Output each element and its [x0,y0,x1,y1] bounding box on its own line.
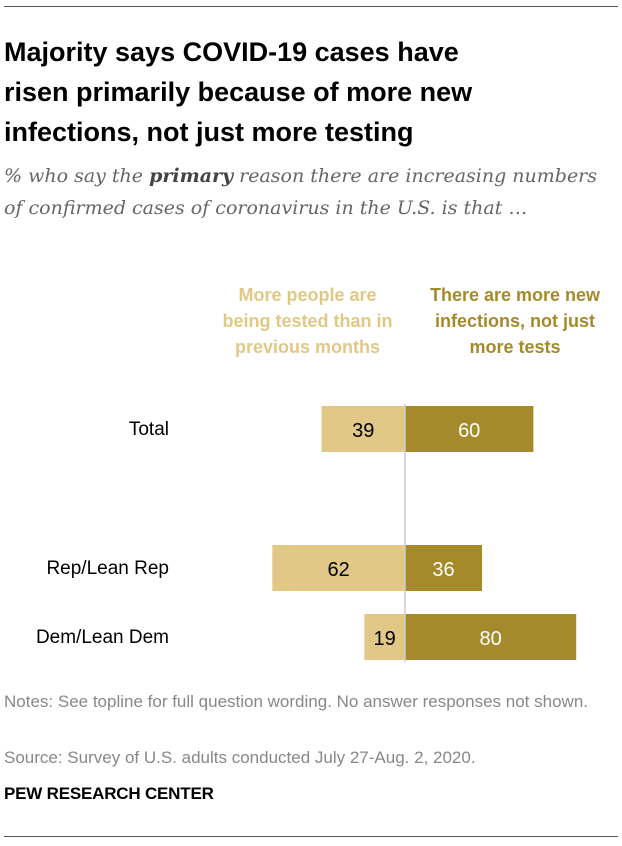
subtitle-emphasis: primary [149,165,234,187]
bar-tested-total [321,406,405,452]
category-label-total: Total [129,419,169,440]
legend-series-tested: More people are being tested than in pre… [222,285,393,357]
publisher-credit: PEW RESEARCH CENTER [4,784,214,803]
value-label-infections-rep-lean-rep: 36 [432,559,454,581]
title-line-1: Majority says COVID-19 cases have [4,37,459,67]
value-label-tested-dem-lean-dem: 19 [374,628,396,650]
bar-tested-dem-lean-dem [364,614,405,660]
chart-source: Source: Survey of U.S. adults conducted … [4,748,476,767]
top-rule [4,6,618,7]
value-label-infections-total: 60 [458,420,480,442]
legend-series-infections: There are more new infections, not just … [429,285,601,357]
value-label-tested-rep-lean-rep: 62 [328,559,350,581]
chart-title: Majority says COVID-19 cases have risen … [4,32,604,152]
bottom-rule [4,836,618,837]
title-line-2: risen primarily because of more new [4,77,473,107]
value-label-tested-total: 39 [352,420,374,442]
subtitle-suffix: reason there are increasing numbers of c… [4,165,598,219]
bar-infections-rep-lean-rep [405,545,483,591]
chart-notes: Notes: See topline for full question wor… [4,692,588,711]
category-label-dem-lean-dem: Dem/Lean Dem [36,627,169,648]
bar-infections-dem-lean-dem [405,614,577,660]
category-label-rep-lean-rep: Rep/Lean Rep [46,558,169,579]
diverging-bar-chart: Total 39 60 Rep/Lean Rep 62 36 Dem/Lean Dem 19 8… [36,404,577,662]
value-label-infections-dem-lean-dem: 80 [479,628,501,650]
title-line-3: infections, not just more testing [4,117,414,147]
chart-subtitle: % who say the primary reason there are i… [4,160,604,224]
bar-infections-total [405,406,534,452]
bar-tested-rep-lean-rep [272,545,405,591]
subtitle-prefix: % who say the [4,165,150,187]
